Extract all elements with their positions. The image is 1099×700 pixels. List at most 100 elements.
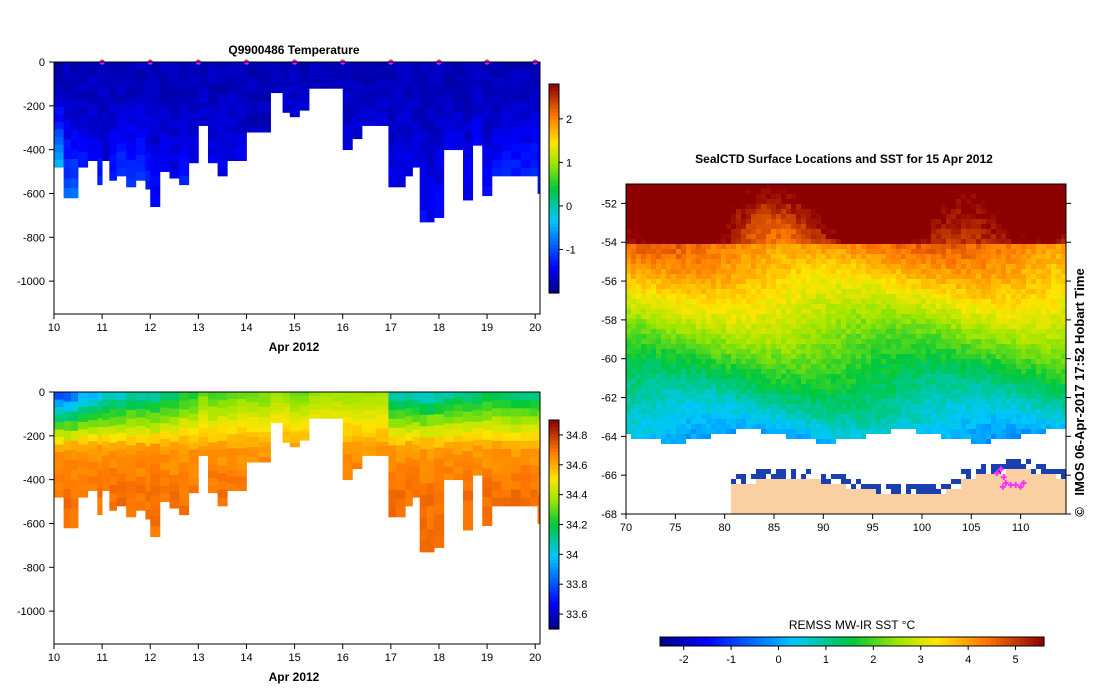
colorbar-segment — [549, 233, 559, 238]
sst-cell — [666, 344, 672, 350]
salinity-cell — [179, 392, 190, 402]
sst-cell — [631, 299, 637, 305]
sst-cell — [641, 344, 647, 350]
sst-cell — [891, 234, 897, 240]
sst-cell — [961, 349, 967, 355]
salinity-cell — [321, 410, 334, 414]
sst-cell — [971, 189, 977, 195]
sst-cell — [881, 364, 887, 370]
sst-cell — [916, 319, 922, 325]
sst-cell — [1026, 334, 1032, 340]
sst-cell — [1011, 234, 1017, 240]
sst-cell — [896, 279, 902, 285]
sst-cell — [631, 204, 637, 210]
sst-cell — [986, 224, 992, 230]
sst-cell — [1046, 264, 1052, 270]
temperature-cell — [198, 98, 209, 104]
sst-cell — [886, 329, 892, 335]
sst-cell — [1026, 329, 1032, 335]
temperature-cell — [116, 151, 127, 161]
y-tick-label: -800 — [23, 562, 45, 574]
sst-cell — [801, 254, 807, 260]
salinity-cell — [501, 400, 512, 409]
sst-cell — [866, 354, 872, 360]
temperature-cell — [395, 106, 406, 116]
sst-cell — [846, 189, 852, 195]
sst-cell — [711, 264, 717, 270]
salinity-cell — [530, 481, 538, 491]
colorbar-segment — [549, 420, 559, 425]
sst-cell — [641, 309, 647, 315]
sst-cell — [641, 299, 647, 305]
sst-cell — [886, 294, 892, 300]
sst-cell — [646, 234, 652, 240]
colorbar-segment — [549, 569, 559, 574]
sst-cell — [736, 309, 742, 315]
salinity-cell — [472, 403, 483, 411]
sst-cell — [681, 334, 687, 340]
sst-cell — [746, 354, 752, 360]
sst-cell — [1046, 184, 1052, 190]
salinity-cell — [309, 405, 322, 408]
sst-cell — [1016, 364, 1022, 370]
sst-cell — [901, 224, 907, 230]
sst-cell — [901, 279, 907, 285]
sst-cell — [1041, 274, 1047, 280]
sst-cell — [951, 364, 957, 370]
temperature-cell — [395, 88, 406, 99]
temperature-cell — [145, 107, 151, 117]
sst-cell — [876, 194, 882, 200]
sst-cell — [771, 214, 777, 220]
temperature-cell — [530, 86, 538, 95]
sst-cell — [711, 204, 717, 210]
sst-cell — [641, 229, 647, 235]
salinity-cell — [126, 427, 137, 438]
sst-cell — [746, 214, 752, 220]
sst-cell — [1051, 259, 1057, 265]
sst-cell — [881, 224, 887, 230]
sst-cell — [881, 324, 887, 330]
salinity-cell — [236, 462, 247, 470]
sst-cell — [781, 199, 787, 205]
sst-cell — [881, 299, 887, 305]
salinity-cell — [217, 489, 228, 499]
sst-cell — [781, 214, 787, 220]
sst-cell — [846, 349, 852, 355]
sst-cell — [816, 194, 822, 200]
temperature-cell — [388, 88, 397, 99]
sst-cell — [776, 339, 782, 345]
salinity-cell — [169, 466, 180, 476]
sst-cell — [1056, 284, 1062, 290]
sst-cell — [826, 319, 832, 325]
sst-cell — [901, 299, 907, 305]
salinity-cell — [63, 489, 72, 500]
sst-cell — [756, 339, 762, 345]
sst-cell — [756, 184, 762, 190]
sst-cell — [871, 339, 877, 345]
sst-cell — [981, 324, 987, 330]
sst-cell — [701, 294, 707, 300]
salinity-cell — [333, 395, 344, 399]
sst-cell — [786, 339, 792, 345]
temperature-cell — [227, 118, 238, 126]
sst-cell — [996, 264, 1002, 270]
sst-cell — [1061, 219, 1067, 225]
salinity-cell — [179, 488, 190, 498]
sst-cell — [986, 349, 992, 355]
temperature-cell — [78, 129, 89, 138]
sst-cell — [976, 359, 982, 365]
salinity-cell — [501, 392, 512, 401]
temperature-cell — [463, 111, 474, 122]
salinity-cell — [159, 438, 170, 448]
colorbar-segment — [549, 426, 559, 432]
salinity-cell — [126, 400, 137, 411]
colorbar-segment — [549, 90, 559, 96]
sst-cell — [716, 269, 722, 275]
sst-cell — [751, 239, 757, 245]
sst-cell — [1046, 189, 1052, 195]
sst-cell — [701, 329, 707, 335]
temperature-cell — [520, 159, 531, 169]
sst-cell — [821, 339, 827, 345]
sst-cell — [1036, 259, 1042, 265]
sst-cell — [931, 239, 937, 245]
